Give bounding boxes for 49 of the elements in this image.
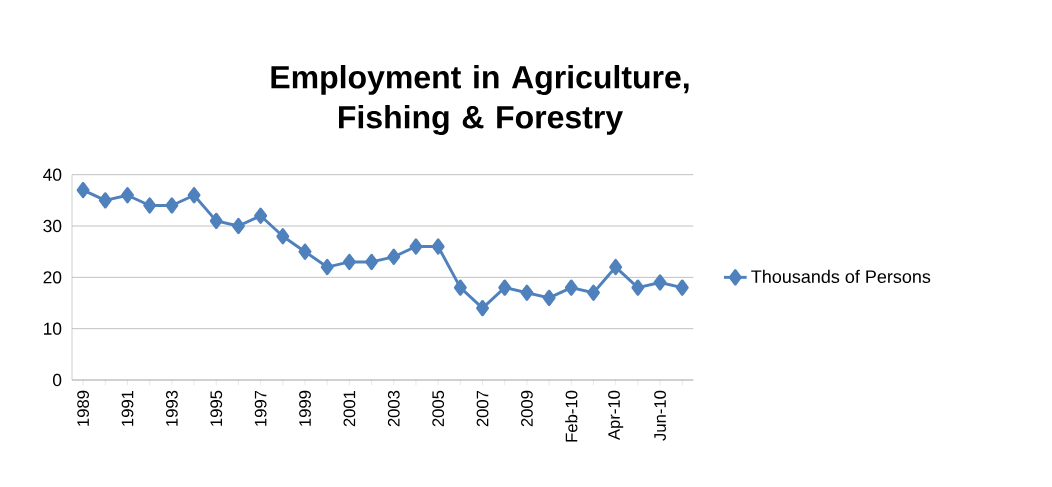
point	[121, 187, 134, 204]
x-tick-label: 2007	[476, 390, 489, 427]
point	[476, 300, 489, 317]
x-tick-label: Apr-10	[608, 390, 624, 441]
point	[653, 274, 667, 291]
x-tick-label: 2001	[343, 390, 356, 427]
x-tick-label: Jun-10	[654, 390, 666, 441]
point	[431, 238, 445, 255]
point	[320, 258, 334, 276]
point	[609, 258, 623, 276]
point	[365, 253, 379, 271]
x-tick-label: 1991	[121, 390, 134, 426]
point	[254, 207, 268, 224]
point	[76, 181, 90, 199]
point	[276, 228, 290, 245]
point	[231, 217, 245, 235]
point	[387, 248, 401, 265]
point	[542, 289, 556, 307]
point	[564, 279, 578, 296]
point	[342, 253, 356, 271]
point	[675, 279, 689, 296]
point	[520, 284, 534, 301]
x-tick-label: 2005	[432, 390, 445, 427]
point	[98, 192, 112, 209]
x-tick-label: 1999	[299, 390, 311, 426]
point	[298, 243, 312, 260]
y-tick-label: 40	[43, 168, 62, 181]
x-tick-label: 1997	[254, 390, 267, 426]
x-tick-label: 1993	[165, 390, 178, 426]
point	[165, 197, 179, 214]
x-tick-label: 1995	[210, 390, 223, 426]
point	[143, 197, 157, 214]
y-tick-label: 30	[43, 219, 62, 233]
x-tick-label: 2003	[387, 390, 400, 427]
point	[453, 279, 467, 296]
x-tick-label: 1989	[77, 390, 90, 426]
point	[409, 238, 423, 255]
legend-label: Thousands of Persons	[751, 269, 931, 284]
x-tick-label: 2009	[521, 390, 533, 427]
y-tick-label: 20	[43, 271, 62, 284]
y-tick-label: 0	[52, 373, 62, 387]
chart-title: Employment in Agriculture, Fishing & Forestry	[271, 65, 689, 135]
y-tick-label: 10	[44, 322, 62, 335]
x-tick-label: Feb-10	[565, 390, 578, 442]
point	[498, 279, 512, 296]
point	[631, 279, 645, 296]
point	[209, 212, 223, 230]
point	[187, 187, 201, 204]
point	[587, 284, 600, 301]
